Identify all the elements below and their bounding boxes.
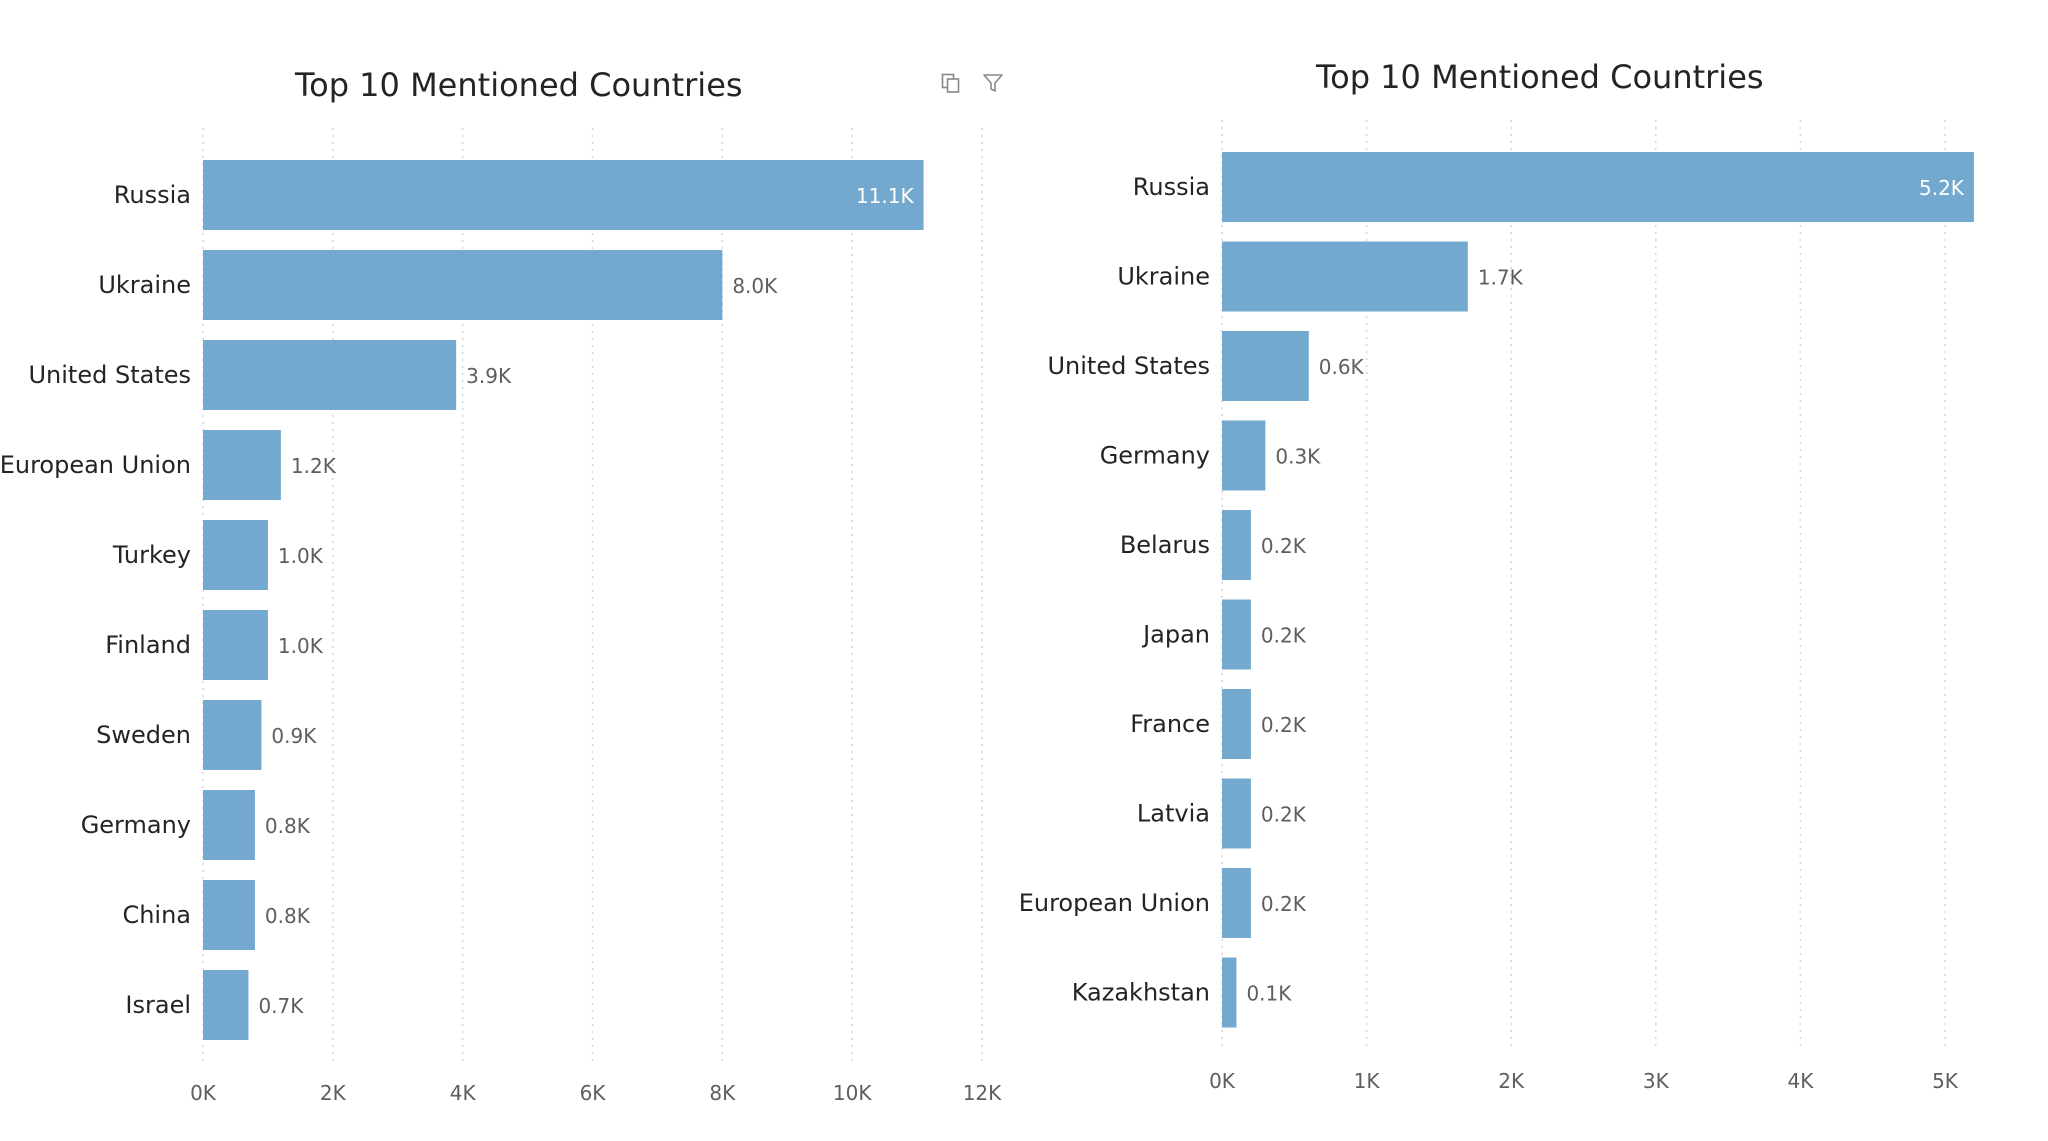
chart-title: Top 10 Mentioned Countries xyxy=(295,66,743,104)
category-label: European Union xyxy=(1019,889,1210,917)
x-tick-label: 2K xyxy=(1498,1069,1525,1093)
data-label: 1.0K xyxy=(278,544,324,568)
data-label: 0.2K xyxy=(1261,892,1307,916)
bar[interactable] xyxy=(1222,241,1468,312)
data-label: 0.8K xyxy=(265,904,311,928)
x-tick-label: 12K xyxy=(963,1081,1002,1105)
category-label: Israel xyxy=(125,991,191,1019)
x-tick-label: 2K xyxy=(320,1081,347,1105)
category-label: Latvia xyxy=(1137,800,1210,828)
bar[interactable] xyxy=(203,700,262,770)
category-label: United States xyxy=(28,361,191,389)
category-label: Turkey xyxy=(112,541,191,569)
category-label: Ukraine xyxy=(98,271,191,299)
x-tick-label: 4K xyxy=(1787,1069,1814,1093)
data-label: 0.2K xyxy=(1261,803,1307,827)
bar[interactable] xyxy=(203,340,457,410)
bar[interactable] xyxy=(1222,599,1251,670)
x-tick-label: 4K xyxy=(450,1081,477,1105)
data-label: 8.0K xyxy=(732,274,778,298)
filter-icon[interactable] xyxy=(980,70,1006,96)
data-label: 0.6K xyxy=(1319,355,1365,379)
category-label: Kazakhstan xyxy=(1072,979,1210,1007)
bar[interactable] xyxy=(203,430,281,500)
bar[interactable] xyxy=(203,610,268,680)
x-tick-label: 1K xyxy=(1354,1069,1381,1093)
data-label: 0.2K xyxy=(1261,713,1307,737)
data-label: 11.1K xyxy=(856,184,915,208)
bar[interactable] xyxy=(203,790,255,860)
chart-title: Top 10 Mentioned Countries xyxy=(1316,58,1764,96)
data-label: 0.9K xyxy=(271,724,317,748)
x-tick-label: 10K xyxy=(833,1081,872,1105)
data-label: 0.7K xyxy=(258,994,304,1018)
x-tick-label: 0K xyxy=(1209,1069,1236,1093)
data-label: 1.0K xyxy=(278,634,324,658)
bar[interactable] xyxy=(203,880,255,950)
bar[interactable] xyxy=(203,970,249,1040)
category-label: United States xyxy=(1047,352,1210,380)
x-tick-label: 6K xyxy=(580,1081,607,1105)
data-label: 0.2K xyxy=(1261,624,1307,648)
data-label: 1.2K xyxy=(291,454,337,478)
bar[interactable] xyxy=(1222,689,1251,759)
bar[interactable] xyxy=(1222,152,1974,222)
x-tick-label: 8K xyxy=(709,1081,736,1105)
visual-toolbar xyxy=(938,70,1006,96)
bar[interactable] xyxy=(203,250,723,320)
data-label: 3.9K xyxy=(466,364,512,388)
category-label: China xyxy=(122,901,191,929)
chart-panel-left: Top 10 Mentioned Countries 0K 2K 4K 6K 8K 10K… xyxy=(0,0,1020,1141)
category-label: Belarus xyxy=(1120,531,1210,559)
category-label: Russia xyxy=(1133,173,1210,201)
copy-icon[interactable] xyxy=(938,70,964,96)
bar[interactable] xyxy=(1222,510,1251,580)
bar-chart-left: 0K 2K 4K 6K 8K 10K 12K Russia 11.1K Ukraine 8.0K Un… xyxy=(0,128,1002,1105)
data-label: 0.3K xyxy=(1275,445,1321,469)
category-label: Russia xyxy=(114,181,191,209)
bar[interactable] xyxy=(1222,778,1251,849)
category-label: France xyxy=(1130,710,1210,738)
x-tick-label: 0K xyxy=(190,1081,217,1105)
x-tick-label: 3K xyxy=(1643,1069,1670,1093)
data-label: 0.2K xyxy=(1261,534,1307,558)
category-label: Germany xyxy=(81,811,191,839)
x-tick-label: 5K xyxy=(1932,1069,1959,1093)
data-label: 0.1K xyxy=(1246,982,1292,1006)
category-label: Ukraine xyxy=(1117,263,1210,291)
bar[interactable] xyxy=(1222,957,1237,1028)
category-label: Finland xyxy=(105,631,191,659)
category-label: European Union xyxy=(0,451,191,479)
data-label: 5.2K xyxy=(1919,176,1965,200)
category-label: Sweden xyxy=(96,721,191,749)
chart-panel-right: Top 10 Mentioned Countries 0K 1K 2K 3K 4K 5K R… xyxy=(1019,0,2048,1141)
bar[interactable] xyxy=(1222,420,1266,491)
category-label: Germany xyxy=(1100,442,1210,470)
bar[interactable] xyxy=(203,520,268,590)
data-label: 1.7K xyxy=(1478,266,1524,290)
bar[interactable] xyxy=(203,160,924,230)
bar-chart-right: 0K 1K 2K 3K 4K 5K Russia 5.2K Ukraine 1.7K United … xyxy=(1019,120,1974,1093)
bar[interactable] xyxy=(1222,868,1251,938)
category-label: Japan xyxy=(1141,621,1210,649)
bar[interactable] xyxy=(1222,331,1309,401)
data-label: 0.8K xyxy=(265,814,311,838)
